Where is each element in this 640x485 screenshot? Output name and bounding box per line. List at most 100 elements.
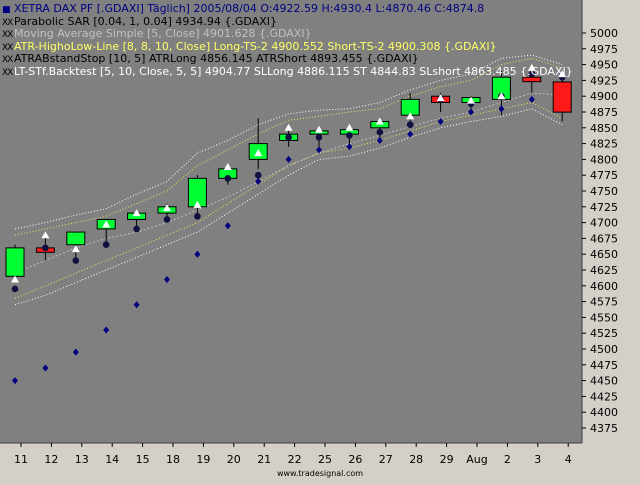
legend-entry[interactable]: XX Moving Average Simple [5, Close] 4901.… xyxy=(2,27,312,42)
y-tick-label: 4600 xyxy=(590,280,618,293)
y-tick-label: 4975 xyxy=(590,43,618,56)
candle-body-bearish xyxy=(552,81,572,113)
y-tick-label: 4550 xyxy=(590,311,618,324)
sar-diamond xyxy=(437,117,444,125)
y-tick-label: 4750 xyxy=(590,185,618,198)
x-tick-label: 22 xyxy=(288,453,302,466)
y-tick-label: 4525 xyxy=(590,327,618,340)
legend-text: ATR-HighoLow-Line [8, 8, 10, Close] Long… xyxy=(14,39,497,53)
y-tick-label: 4575 xyxy=(590,296,618,309)
sar-diamond xyxy=(194,250,201,258)
signal-triangle xyxy=(406,112,415,120)
signal-triangle xyxy=(436,94,445,102)
y-tick-label: 4450 xyxy=(590,375,618,388)
y-tick-label: 4475 xyxy=(590,359,618,372)
signal-triangle xyxy=(163,204,171,212)
stop-dot xyxy=(376,128,384,136)
sar-diamond xyxy=(255,178,262,186)
y-tick-label: 4825 xyxy=(590,138,618,151)
legend-entry[interactable]: XX LT-STf.Backtest [5, 10, Close, 5, 5] 4… xyxy=(2,65,573,80)
x-tick-label: 27 xyxy=(379,453,393,466)
stop-dot xyxy=(346,132,353,139)
y-tick-label: 4425 xyxy=(590,390,618,403)
signal-triangle xyxy=(558,70,567,78)
x-tick-label: Aug xyxy=(466,453,487,466)
stop-dot xyxy=(102,241,110,249)
sar-diamond xyxy=(528,95,535,103)
signal-triangle xyxy=(467,96,475,104)
y-tick-label: 4500 xyxy=(590,343,618,356)
signal-triangle xyxy=(315,125,323,133)
stop-dot xyxy=(42,244,49,252)
x-tick-label: 11 xyxy=(14,453,28,466)
y-tick-label: 4850 xyxy=(590,122,618,135)
indicator-xx-icon: XX xyxy=(2,30,13,41)
atr-upper-line xyxy=(14,57,563,236)
y-tick-label: 4675 xyxy=(590,232,618,245)
indicator-xx-icon: XX xyxy=(2,17,13,28)
x-tick-label: 25 xyxy=(318,453,332,466)
indicator-xx-icon: XX xyxy=(2,68,13,78)
x-tick-label: 4 xyxy=(565,453,572,466)
x-tick-label: 21 xyxy=(257,453,271,466)
signal-triangle xyxy=(375,117,384,125)
sar-diamond xyxy=(316,146,322,154)
y-tick-label: 4775 xyxy=(590,169,618,182)
legend-entry[interactable]: XX Parabolic SAR [0.04, 1, 0.04] 4934.94 … xyxy=(2,15,277,30)
x-tick-label: 12 xyxy=(44,453,58,466)
indicator-xx-icon: XX xyxy=(2,42,13,53)
sar-diamond xyxy=(407,130,414,138)
x-tick-label: 20 xyxy=(227,453,241,466)
y-tick-label: 4950 xyxy=(590,59,618,72)
sar-diamond xyxy=(376,136,383,144)
legend-entry[interactable]: ■ XETRA DAX PF [.GDAXI] Täglich] 2005/08/… xyxy=(2,2,484,17)
legend-entry[interactable]: XX ATR-HighoLow-Line [8, 8, 10, Close] Lo… xyxy=(2,40,497,55)
sar-diamond xyxy=(346,143,353,151)
stop-dot xyxy=(194,212,201,220)
legend-text: Parabolic SAR [0.04, 1, 0.04] 4934.94 {.… xyxy=(14,14,277,28)
signal-triangle xyxy=(254,149,263,157)
signal-triangle xyxy=(345,123,354,131)
sar-diamond xyxy=(103,326,110,334)
y-tick-label: 5000 xyxy=(590,27,618,40)
stop-dot xyxy=(285,133,292,141)
sar-diamond xyxy=(72,348,79,356)
y-tick-label: 4800 xyxy=(590,153,618,166)
signal-triangle xyxy=(223,162,232,170)
x-tick-label: 14 xyxy=(105,453,119,466)
candle-body-bullish xyxy=(66,231,86,246)
y-tick-label: 4725 xyxy=(590,201,618,214)
stop-dot xyxy=(133,225,140,233)
y-tick-label: 4400 xyxy=(590,406,618,419)
lt-lower-line xyxy=(14,108,563,306)
sar-diamond xyxy=(468,108,474,116)
sar-diamond xyxy=(133,301,140,309)
y-tick-label: 4700 xyxy=(590,217,618,230)
series-box-icon: ■ xyxy=(2,5,11,15)
signal-triangle xyxy=(193,200,202,208)
y-tick-label: 4875 xyxy=(590,106,618,119)
signal-triangle xyxy=(497,92,506,100)
legend-text: ATRABstandStop [10, 5] ATRLong 4856.145 … xyxy=(14,52,419,66)
sar-diamond xyxy=(42,364,49,372)
signal-triangle xyxy=(11,275,19,283)
stop-dot xyxy=(315,133,323,141)
x-tick-label: 13 xyxy=(75,453,89,466)
stop-dot xyxy=(163,216,171,223)
legend-entry[interactable]: XX ATRABstandStop [10, 5] ATRLong 4856.14… xyxy=(2,52,419,67)
legend-text: Moving Average Simple [5, Close] 4901.62… xyxy=(14,27,312,41)
sar-diamond xyxy=(285,155,292,163)
x-tick-label: 26 xyxy=(348,453,362,466)
x-tick-label: 29 xyxy=(440,453,454,466)
x-tick-label: 18 xyxy=(166,453,180,466)
stop-dot xyxy=(254,171,262,179)
x-tick-label: 2 xyxy=(504,453,511,466)
sar-diamond xyxy=(498,105,505,113)
signal-triangle xyxy=(71,245,80,253)
legend-text: XETRA DAX PF [.GDAXI] Täglich] 2005/08/0… xyxy=(14,2,485,15)
signal-triangle xyxy=(284,123,293,131)
x-tick-label: 28 xyxy=(409,453,423,466)
x-tick-label: 15 xyxy=(136,453,150,466)
